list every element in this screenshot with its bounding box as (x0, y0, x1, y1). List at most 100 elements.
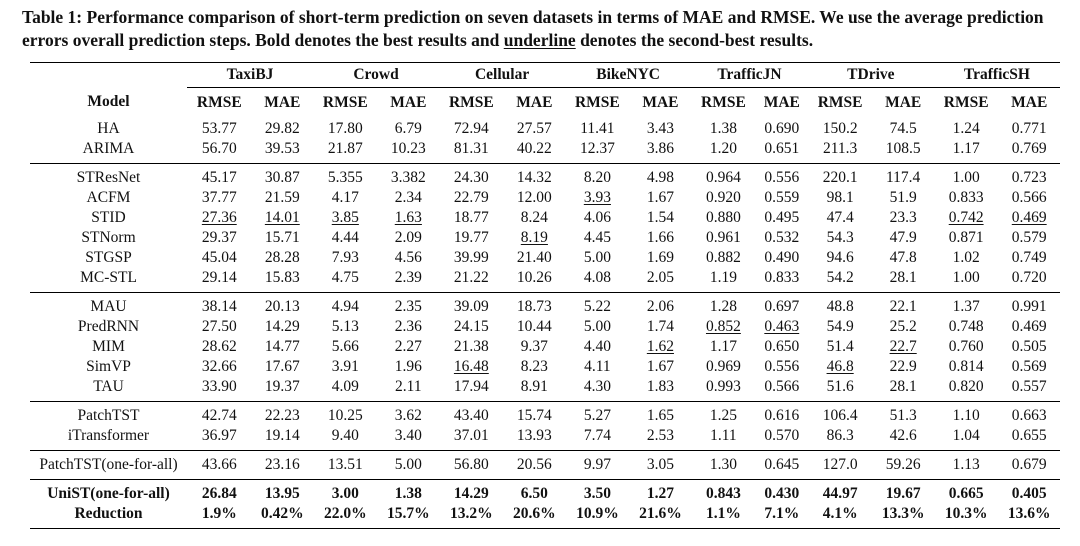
metric-value: 0.490 (764, 249, 800, 266)
metric-value: 4.06 (583, 209, 611, 226)
metric-value: 7.1% (755, 504, 808, 529)
metric-value: 0.961 (705, 229, 741, 246)
metric-value: 22.1 (872, 292, 934, 317)
metric-value: 94.6 (826, 249, 854, 266)
metric-value: 0.882 (705, 249, 741, 266)
metric-value: 1.10 (933, 401, 999, 426)
metric-value: 51.3 (872, 401, 934, 426)
metric-value: 18.73 (503, 292, 566, 317)
metric-value: 29.82 (264, 120, 300, 137)
table-row: Reduction 1.9% 0.42% 22.0% 15.7% 13.2% 20.6% 10… (30, 504, 1060, 529)
metric-value: 0.991 (998, 292, 1060, 317)
metric-value: 10.9% (565, 504, 630, 529)
header-empty (30, 62, 187, 88)
table-row: UniST(one-for-all) 26.84 13.95 3.00 1.38 14.2… (30, 479, 1060, 504)
metric-value: 0.42% (251, 504, 314, 529)
metric-value: 0.469 (1011, 318, 1047, 335)
model-name: STResNet (30, 163, 187, 188)
metric-value: 42.74 (187, 401, 252, 426)
metric-value: 0.720 (1011, 269, 1047, 286)
model-name: MIM (92, 338, 125, 355)
metric-value: 2.05 (646, 269, 674, 286)
metric-value: 0.495 (764, 209, 800, 226)
metric-value: 10.25 (313, 401, 378, 426)
metric-value: 24.30 (439, 163, 504, 188)
metric-value: 4.08 (583, 269, 611, 286)
metric-value: 1.65 (629, 401, 692, 426)
metric-value: 81.31 (453, 140, 489, 157)
metric-value: 16.48 (453, 358, 489, 375)
metric-value: 0.579 (1011, 229, 1047, 246)
metric-value: 10.3% (933, 504, 999, 529)
metric-value: 2.36 (394, 318, 422, 335)
metric-value: 3.86 (646, 140, 674, 157)
metric-value: 28.28 (264, 249, 300, 266)
metric-value: 0.469 (1011, 209, 1047, 226)
metric-value: 1.9% (187, 504, 252, 529)
metric-value: 2.06 (629, 292, 692, 317)
metric-value: 8.20 (565, 163, 630, 188)
table-row: MIM 28.62 14.77 5.66 2.27 21.38 9.37 4.40 1.62 1.… (30, 337, 1060, 357)
metric-value: 25.2 (889, 318, 917, 335)
dataset-header: TrafficSH (933, 62, 1060, 88)
metric-value: 0.964 (691, 163, 756, 188)
metric-value: 4.40 (583, 338, 611, 355)
table-row: MC-STL 29.14 15.83 4.75 2.39 21.22 10.26 4.08 2.… (30, 268, 1060, 293)
metric-value: 18.77 (453, 209, 489, 226)
metric-value: 11.41 (580, 120, 615, 137)
metric-value: 13.95 (251, 479, 314, 504)
metric-header: RMSE (322, 93, 368, 111)
model-name: STNorm (81, 229, 136, 246)
metric-value: 0.505 (1011, 338, 1047, 355)
metric-value: 0.814 (948, 358, 984, 375)
metric-header: MAE (885, 93, 922, 111)
metric-value: 22.7 (889, 338, 917, 355)
metric-value: 20.56 (503, 450, 566, 480)
table-row: STID 27.36 14.01 3.85 1.63 18.77 8.24 4.06 1.54 0… (30, 208, 1060, 228)
metric-value: 8.23 (520, 358, 548, 375)
metric-value: 21.38 (453, 338, 489, 355)
metric-value: 3.62 (377, 401, 440, 426)
metric-value: 4.98 (629, 163, 692, 188)
table-row: STResNet 45.17 30.87 5.355 3.382 24.30 14.32 8.… (30, 163, 1060, 188)
metric-value: 127.0 (807, 450, 873, 480)
metric-value: 1.37 (933, 292, 999, 317)
metric-value: 21.6% (629, 504, 692, 529)
model-name: HA (97, 120, 120, 137)
metric-value: 1.74 (646, 318, 674, 335)
metric-value: 0.532 (764, 229, 800, 246)
metric-header: MAE (390, 93, 427, 111)
metric-value: 0.557 (1011, 378, 1047, 395)
metric-value: 46.8 (826, 358, 854, 375)
metric-value: 108.5 (885, 140, 921, 157)
metric-value: 1.27 (629, 479, 692, 504)
model-name: SimVP (86, 358, 131, 375)
model-name: PatchTST(one-for-all) (30, 450, 187, 480)
metric-value: 5.00 (377, 450, 440, 480)
metric-value: 14.01 (264, 209, 300, 226)
metric-value: 4.45 (583, 229, 611, 246)
metric-value: 3.00 (313, 479, 378, 504)
metric-value: 6.79 (394, 120, 422, 137)
metric-value: 9.97 (565, 450, 630, 480)
metric-header: MAE (264, 93, 301, 111)
metric-value: 22.79 (453, 189, 489, 206)
metric-value: 1.25 (691, 401, 756, 426)
metric-value: 13.51 (313, 450, 378, 480)
caption-underline-word: underline (503, 30, 576, 50)
table-row: PatchTST 42.74 22.23 10.25 3.62 43.40 15.74 5.2… (30, 401, 1060, 426)
metric-value: 26.84 (187, 479, 252, 504)
metric-value: 39.09 (439, 292, 504, 317)
metric-value: 56.80 (439, 450, 504, 480)
metric-value: 47.8 (889, 249, 917, 266)
metric-value: 150.2 (822, 120, 858, 137)
metric-value: 0.742 (948, 209, 984, 226)
metric-value: 0.880 (705, 209, 741, 226)
metric-value: 211.3 (822, 140, 858, 157)
metric-value: 0.697 (755, 292, 808, 317)
metric-value: 30.87 (251, 163, 314, 188)
metric-value: 0.463 (764, 318, 800, 335)
metric-value: 44.97 (807, 479, 873, 504)
dataset-header: Cellular (439, 62, 566, 88)
metric-value: 106.4 (807, 401, 873, 426)
